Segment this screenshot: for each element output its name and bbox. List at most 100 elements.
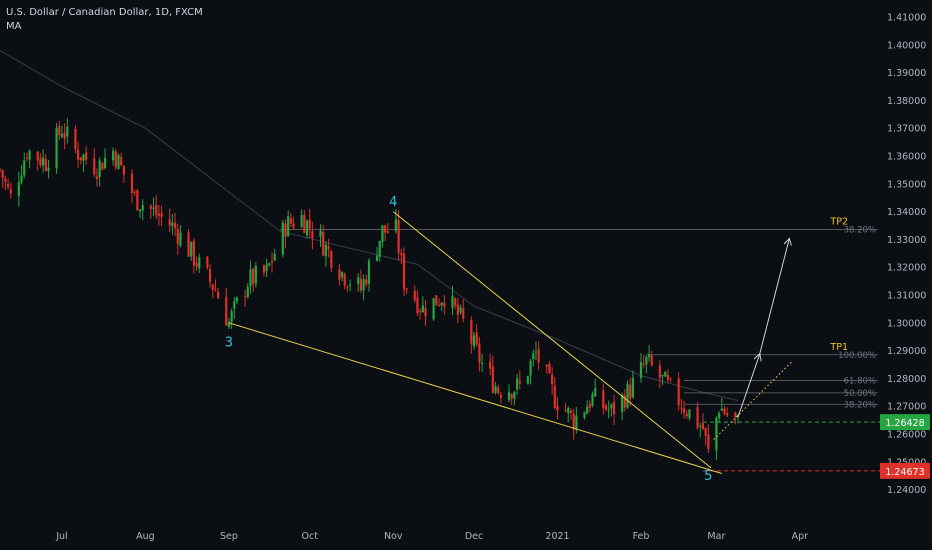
candle-body <box>478 343 481 363</box>
candle-body <box>1 170 4 179</box>
candle-body <box>734 412 737 418</box>
candle-body <box>149 205 152 209</box>
symbol-title[interactable]: U.S. Dollar / Canadian Dollar, 1D, FXCM <box>6 7 203 18</box>
candle-body <box>300 214 303 227</box>
candle-body <box>246 286 249 298</box>
candle-body <box>79 157 82 161</box>
time-axis[interactable]: Jul Aug Sep Oct Nov Dec 2021 Feb Mar Apr <box>55 531 808 542</box>
candle-body <box>60 134 64 137</box>
candle-body <box>217 292 220 299</box>
candle-body <box>187 232 190 257</box>
candle-body <box>262 265 266 273</box>
candle-body <box>591 393 594 406</box>
candle-body <box>359 278 362 291</box>
price-tick-label: 1.35000 <box>887 179 926 190</box>
price-tick-label: 1.29000 <box>887 346 926 357</box>
candle-body <box>338 269 341 280</box>
price-tick-label: 1.26000 <box>887 430 926 441</box>
price-tick-label: 1.37000 <box>887 124 926 135</box>
candle-body <box>548 364 551 374</box>
projection-arrows[interactable] <box>713 239 793 440</box>
fib-ratio-label: 100.00% <box>838 351 876 361</box>
candle-body <box>537 349 540 363</box>
wedge-trendline[interactable] <box>228 322 722 474</box>
candle-body <box>114 151 117 168</box>
candle-body <box>378 240 381 257</box>
take-profit-label: TP1 <box>829 342 848 353</box>
candle-body <box>699 425 702 427</box>
candle-body <box>419 310 422 312</box>
candle-body <box>235 297 239 302</box>
candle-body <box>621 394 624 412</box>
projection-arrow[interactable] <box>759 239 789 355</box>
time-tick-label: Jul <box>55 531 67 542</box>
candle-body <box>179 232 182 246</box>
ma-line <box>0 49 739 402</box>
candle-body <box>631 378 635 398</box>
candle-body <box>416 297 419 314</box>
candle-body <box>155 204 158 215</box>
wedge-trendline[interactable] <box>392 211 712 469</box>
price-tick-label: 1.30000 <box>887 318 926 329</box>
candle-body <box>586 406 589 414</box>
candle-body <box>456 304 459 315</box>
candle-body <box>230 311 233 322</box>
candles <box>0 118 740 461</box>
candle-body <box>499 394 503 398</box>
candle-body <box>273 253 276 261</box>
candle-body <box>243 296 247 298</box>
wedge-lines[interactable] <box>228 211 722 474</box>
candle-body <box>688 409 691 419</box>
candle-body <box>494 386 497 393</box>
candle-body <box>176 228 179 244</box>
candle-body <box>160 213 163 217</box>
candle-body <box>343 274 346 286</box>
candle-body <box>440 302 443 306</box>
candle-body <box>526 376 529 384</box>
time-tick-label: Oct <box>302 531 319 542</box>
candle-body <box>567 407 570 414</box>
time-tick-label: 2021 <box>545 531 569 542</box>
projection-arrow[interactable] <box>737 355 760 418</box>
indicator-label[interactable]: MA <box>6 21 22 32</box>
candle-body <box>324 244 327 257</box>
candle-body <box>20 175 23 183</box>
candle-body <box>400 253 403 256</box>
candle-body <box>602 390 605 408</box>
wave-label: 4 <box>389 195 397 210</box>
candle-body <box>93 158 96 175</box>
candle-body <box>682 408 686 413</box>
price-tick-label: 1.41000 <box>887 13 926 24</box>
candle-body <box>211 284 214 290</box>
candle-body <box>610 404 613 409</box>
candle-body <box>281 222 284 255</box>
candle-body <box>696 407 699 428</box>
candle-body <box>491 367 494 393</box>
candle-body <box>642 363 645 365</box>
candle-body <box>413 291 416 300</box>
candle-body <box>66 126 69 137</box>
candle-body <box>510 394 513 399</box>
candle-body <box>36 151 39 161</box>
candle-body <box>626 383 629 408</box>
time-tick-label: Dec <box>465 531 483 542</box>
candle-body <box>208 269 212 282</box>
price-tag-label: 1.26428 <box>885 418 924 429</box>
price-tick-label: 1.32000 <box>887 263 926 274</box>
candle-body <box>647 354 651 358</box>
candle-body <box>25 157 29 159</box>
candle-body <box>736 414 740 417</box>
price-axis[interactable]: 1.41000 1.40000 1.39000 1.38000 1.37000 1.360… <box>880 13 930 497</box>
time-tick-label: Sep <box>220 531 238 542</box>
candle-body <box>77 149 80 160</box>
candle-body <box>720 408 723 411</box>
candle-body <box>432 298 435 320</box>
candle-body <box>384 225 387 233</box>
candle-body <box>666 374 670 380</box>
candle-body <box>9 188 12 194</box>
candle-body <box>214 289 217 291</box>
